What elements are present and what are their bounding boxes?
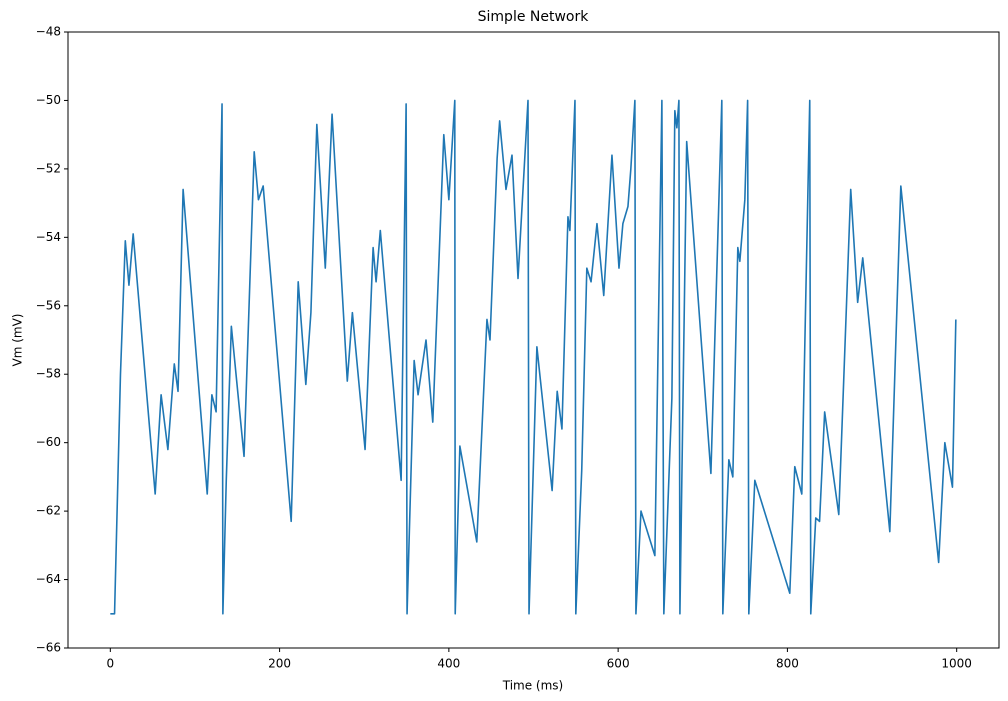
y-tick-label: −64 [36, 572, 61, 586]
y-tick-label: −60 [36, 435, 61, 449]
y-tick-label: −62 [36, 504, 61, 518]
x-tick-label: 0 [106, 657, 114, 671]
y-axis-label: Vm (mV) [11, 314, 25, 367]
y-tick-label: −48 [36, 25, 61, 39]
y-tick-label: −54 [36, 230, 61, 244]
x-tick-label: 600 [607, 657, 630, 671]
x-tick-label: 1000 [941, 657, 972, 671]
data-line [110, 99, 957, 615]
y-tick-label: −66 [36, 641, 61, 655]
y-tick-label: −58 [36, 367, 61, 381]
x-tick-label: 400 [437, 657, 460, 671]
x-tick-label: 200 [268, 657, 291, 671]
y-tick-label: −52 [36, 161, 61, 175]
axes-frame [67, 31, 1000, 649]
x-axis-label: Time (ms) [502, 679, 564, 693]
y-tick-label: −50 [36, 93, 61, 107]
x-tick-label: 800 [776, 657, 799, 671]
y-tick-label: −56 [36, 298, 61, 312]
chart-title: Simple Network [478, 9, 590, 25]
